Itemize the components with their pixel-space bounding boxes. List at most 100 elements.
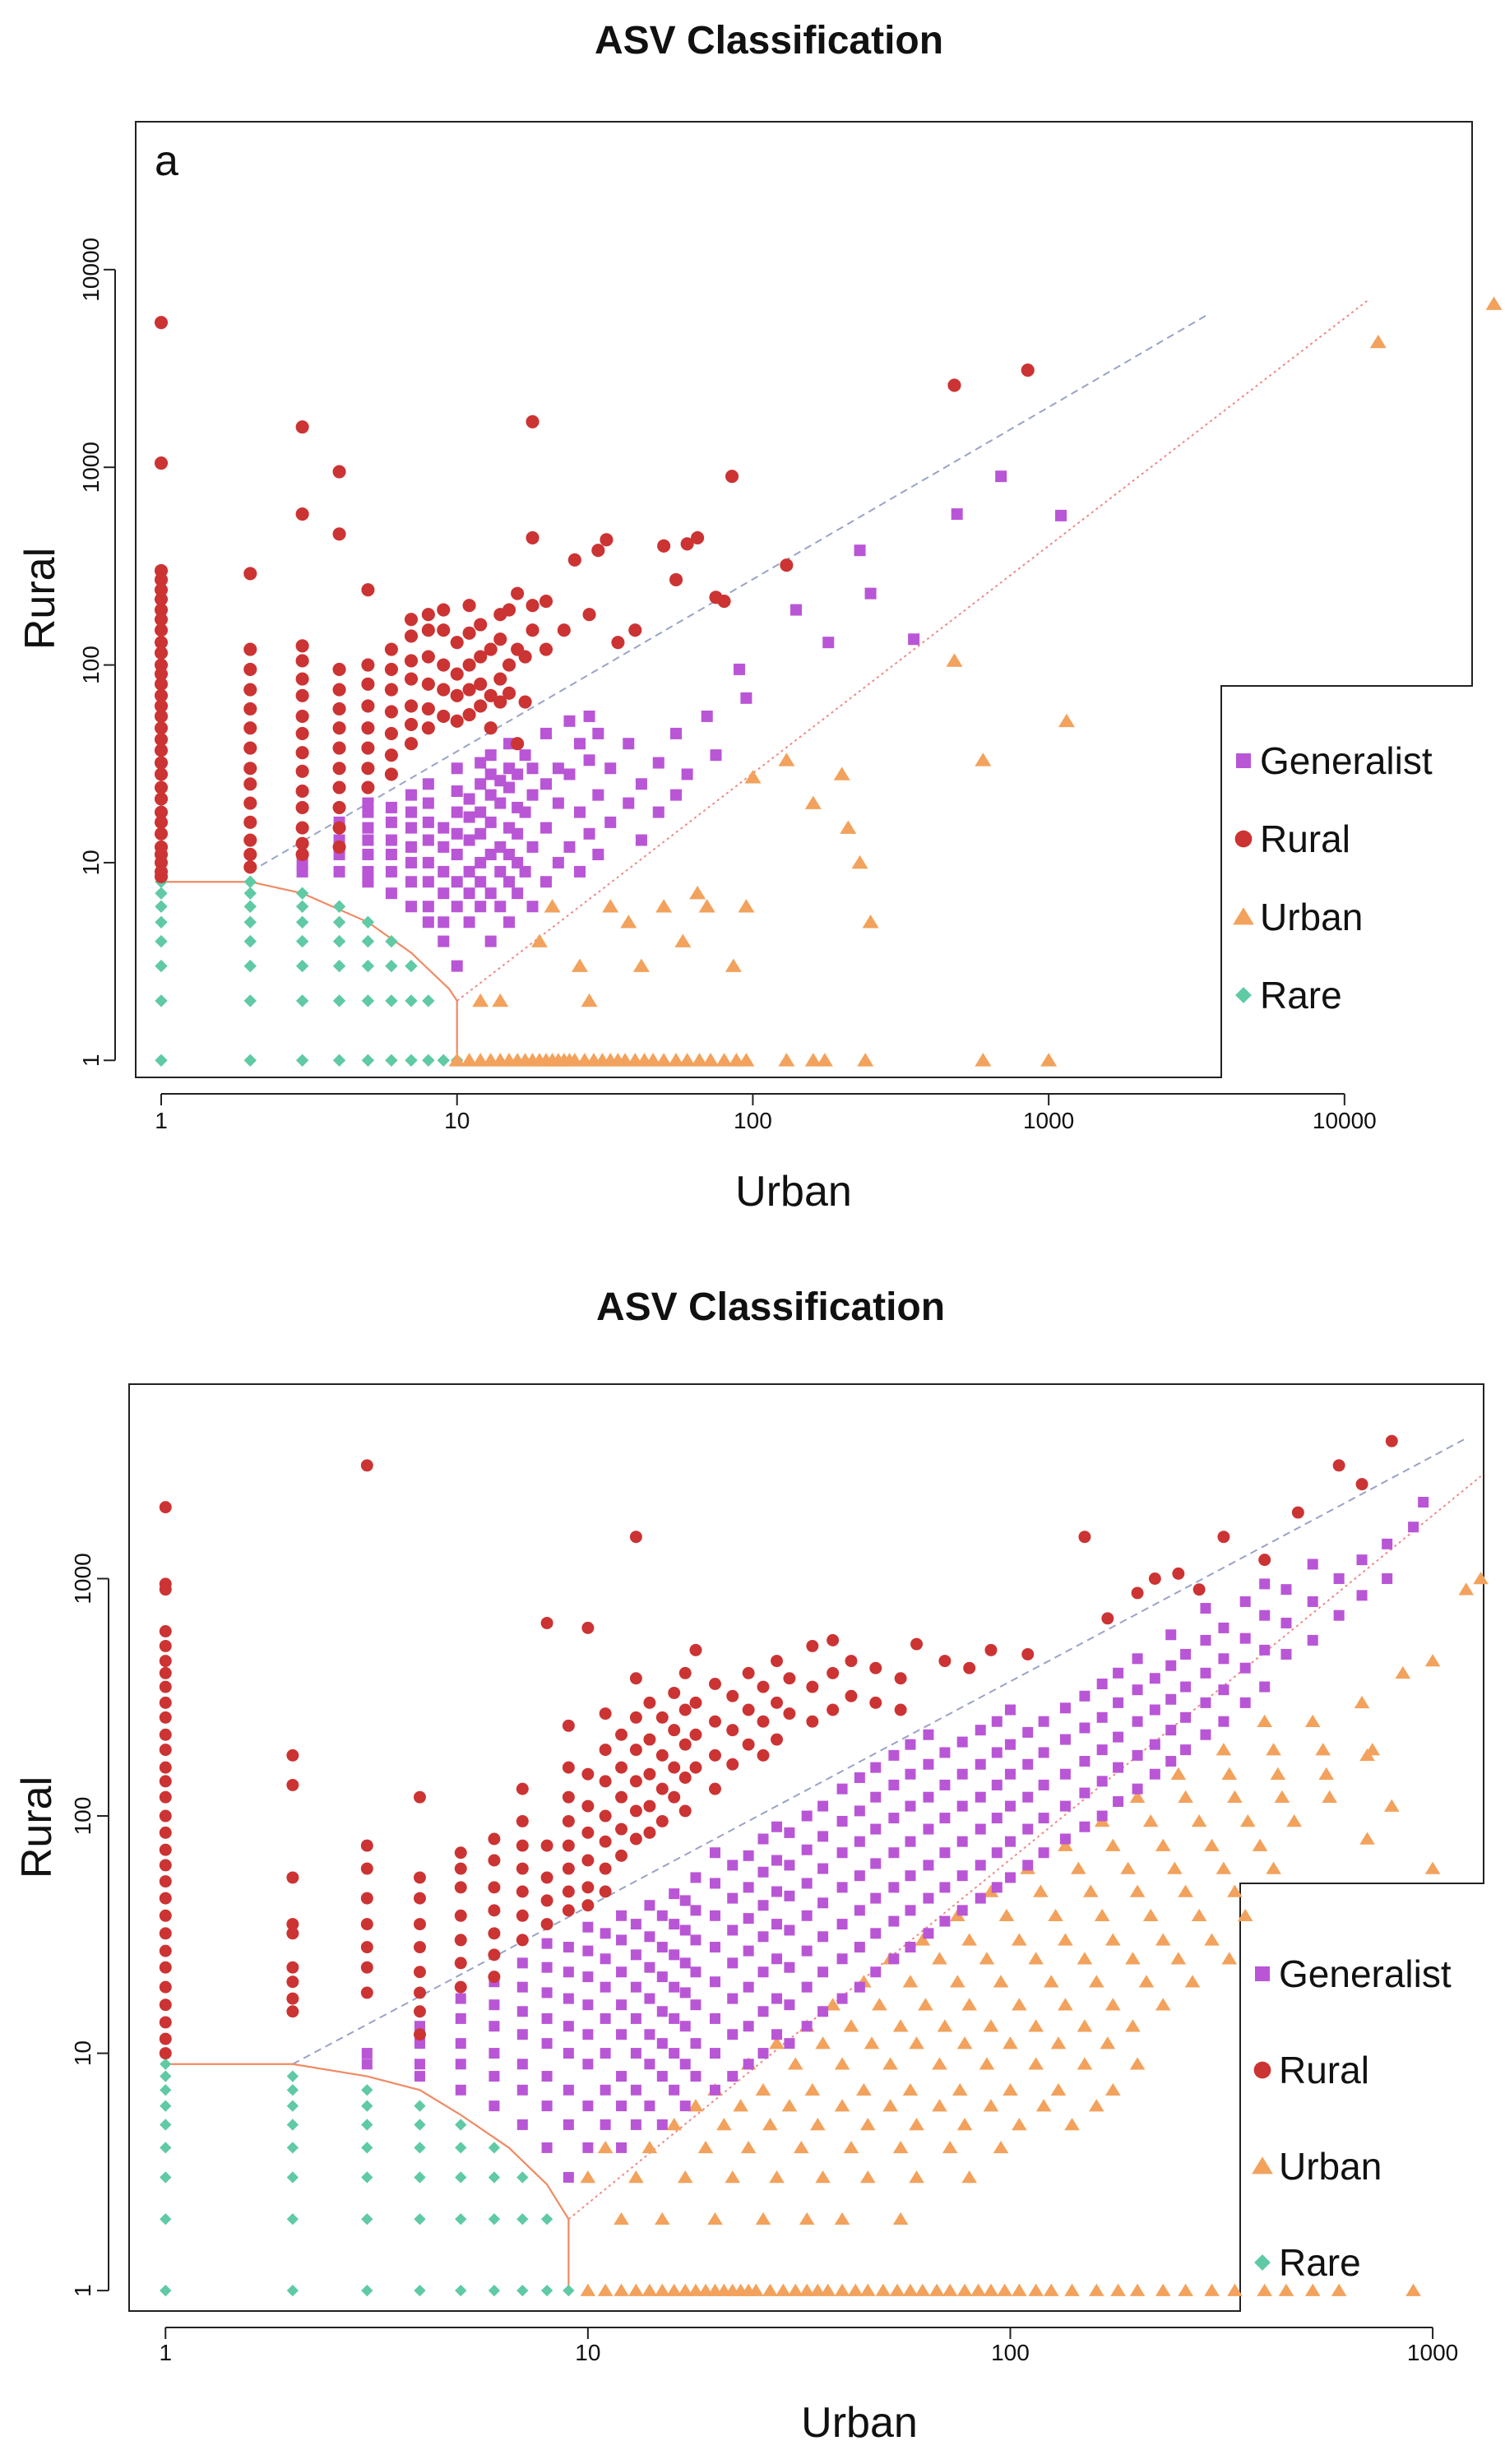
rare-point (295, 934, 309, 948)
rural-point (361, 699, 375, 713)
urban-point (1252, 1838, 1268, 1851)
urban-point (628, 2170, 644, 2184)
rural-point (657, 539, 671, 553)
rare-point (243, 887, 257, 900)
urban-point (1204, 1838, 1220, 1851)
x-tick-label: 1 (159, 2340, 172, 2365)
panel-a-lines (161, 299, 1368, 1061)
rare-point (361, 2171, 373, 2184)
urban-point (1048, 1908, 1063, 1922)
rural-point (360, 1918, 373, 1931)
generalist-point (1132, 1684, 1143, 1696)
rural-point (295, 507, 309, 521)
rural-point (286, 2005, 299, 2018)
rural-point (806, 1680, 819, 1693)
generalist-point (573, 738, 586, 750)
rare-point (155, 1054, 168, 1067)
urban-point (597, 2140, 614, 2154)
rural-point (243, 702, 257, 716)
legend-generalist-label: Generalist (1260, 739, 1433, 782)
rare-point (155, 887, 168, 900)
rural-point (159, 1843, 172, 1856)
rare-point (361, 2213, 373, 2225)
generalist-point (516, 2029, 528, 2040)
urban-point (1129, 1884, 1146, 1897)
generalist-point (484, 935, 497, 947)
rural-point (159, 1927, 172, 1940)
rare-point (414, 2213, 426, 2225)
generalist-point (385, 834, 397, 846)
rare-point (243, 900, 257, 913)
rural-point (771, 1733, 784, 1746)
generalist-point (905, 1870, 916, 1882)
rural-point (488, 1832, 501, 1846)
rural-point (709, 1678, 721, 1690)
legend-rural-label: Rural (1260, 817, 1350, 860)
generalist-point (870, 1858, 882, 1869)
generalist-point (1200, 1603, 1211, 1614)
urban-point (1012, 1933, 1027, 1946)
generalist-point (923, 1860, 934, 1871)
series-rare (160, 2058, 575, 2297)
rural-point (484, 688, 498, 702)
rural-point (629, 1775, 642, 1788)
generalist-point (563, 1993, 574, 2004)
generalist-point (616, 1910, 627, 1921)
rural-point (691, 530, 705, 544)
rare-point (405, 959, 418, 973)
urban-point (843, 2019, 859, 2032)
series-generalist (296, 470, 1067, 972)
generalist-point (975, 1725, 986, 1736)
y-tick-label: 100 (70, 1797, 95, 1836)
generalist-point (801, 1910, 813, 1921)
urban-point (1058, 1838, 1073, 1851)
generalist-point (616, 1934, 627, 1946)
generalist-point (405, 822, 417, 834)
generalist-point (519, 749, 531, 762)
generalist-point (790, 604, 802, 616)
generalist-point (583, 710, 595, 722)
rural-point (450, 714, 464, 728)
generalist-point (784, 1924, 795, 1936)
generalist-point (854, 1905, 865, 1916)
urban-point (769, 2036, 785, 2049)
generalist-point (991, 1747, 1003, 1758)
rural-point (516, 1839, 529, 1852)
rural-point (488, 1948, 501, 1961)
series-urban (580, 1572, 1489, 2296)
rural-point (581, 1799, 595, 1813)
generalist-point (362, 848, 374, 860)
rural-point (1021, 364, 1035, 377)
generalist-point (475, 856, 487, 868)
urban-point (1012, 2283, 1027, 2296)
urban-point (1304, 1714, 1321, 1727)
urban-point (1395, 1665, 1411, 1679)
rare-point (295, 915, 309, 929)
rural-point (581, 1881, 595, 1894)
rural-point (827, 1703, 840, 1716)
generalist-point (1333, 1609, 1345, 1621)
generalist-point (1149, 1704, 1160, 1716)
generalist-point (836, 1847, 848, 1859)
generalist-point (679, 1987, 691, 1999)
rare-point (286, 2171, 299, 2184)
rare-point (361, 994, 375, 1007)
generalist-point (451, 785, 463, 797)
urban-point (1204, 1933, 1220, 1946)
urban-point (1040, 1053, 1058, 1067)
rural-point (360, 1961, 373, 1974)
urban-point (1354, 1695, 1370, 1709)
generalist-point (817, 1931, 829, 1943)
generalist-point (630, 2119, 641, 2130)
generalist-point (727, 1957, 739, 1969)
urban-point (1405, 2283, 1421, 2296)
generalist-point (784, 1827, 795, 1838)
urban-point (1155, 2283, 1171, 2296)
panel-a-plot-frame (135, 121, 1473, 1078)
urban-point (620, 915, 637, 929)
urban-point (1266, 1743, 1281, 1756)
rural-point (963, 1661, 976, 1674)
rare-point (516, 2284, 529, 2297)
rural-point (384, 683, 398, 697)
rural-point (629, 1804, 642, 1818)
